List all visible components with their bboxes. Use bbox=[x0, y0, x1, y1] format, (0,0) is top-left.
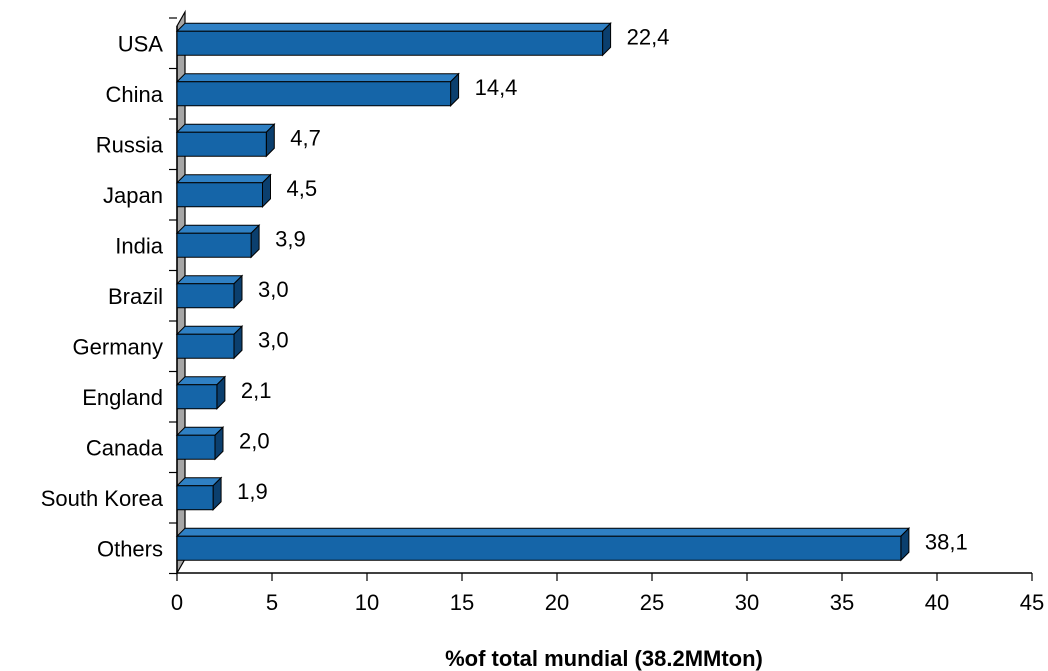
data-label: 14,4 bbox=[475, 75, 518, 100]
y-tick-label: England bbox=[82, 385, 163, 410]
bar-top-face bbox=[175, 73, 460, 83]
data-label: 3,9 bbox=[275, 226, 306, 251]
bar bbox=[176, 384, 218, 410]
x-tick-label: 40 bbox=[925, 590, 949, 615]
data-label: 1,9 bbox=[237, 479, 268, 504]
y-tick-label: South Korea bbox=[41, 486, 164, 511]
y-tick-label: Japan bbox=[103, 183, 163, 208]
x-tick-label: 20 bbox=[545, 590, 569, 615]
bar-top-face bbox=[175, 325, 244, 335]
bar bbox=[176, 81, 452, 107]
y-tick-label: China bbox=[106, 82, 164, 107]
x-tick-label: 45 bbox=[1020, 590, 1044, 615]
x-tick-label: 35 bbox=[830, 590, 854, 615]
data-label: 38,1 bbox=[925, 529, 968, 554]
y-tick-label: Germany bbox=[73, 334, 163, 359]
data-label: 2,1 bbox=[241, 378, 272, 403]
bar-top-face bbox=[175, 174, 272, 184]
y-tick-label: India bbox=[115, 233, 163, 258]
bar-top-face bbox=[175, 123, 276, 133]
x-axis-label: %of total mundial (38.2MMton) bbox=[445, 646, 763, 671]
bar bbox=[176, 283, 235, 309]
bar bbox=[176, 182, 263, 208]
bars bbox=[175, 22, 911, 562]
x-tick-label: 5 bbox=[266, 590, 278, 615]
x-tick-label: 25 bbox=[640, 590, 664, 615]
labels: 0 5 10 15 20 25 30 35 40 45 USA 22,4 China 14,4 Russia… bbox=[41, 24, 1045, 615]
bar bbox=[176, 535, 902, 561]
bar bbox=[176, 434, 216, 460]
y-tick-label: Canada bbox=[86, 435, 164, 460]
data-label: 4,5 bbox=[287, 176, 318, 201]
x-tick-label: 0 bbox=[171, 590, 183, 615]
data-label: 22,4 bbox=[627, 24, 670, 49]
bar bbox=[176, 485, 214, 511]
bar bbox=[176, 30, 604, 56]
y-tick-label: Others bbox=[97, 536, 163, 561]
x-tick-label: 15 bbox=[450, 590, 474, 615]
data-label: 3,0 bbox=[258, 277, 289, 302]
bar bbox=[176, 333, 235, 359]
y-tick-label: Russia bbox=[96, 132, 164, 157]
bar bbox=[176, 131, 267, 157]
bar bbox=[176, 232, 252, 258]
bar-top-face bbox=[175, 275, 244, 285]
bar-top-face bbox=[175, 224, 261, 234]
x-tick-label: 10 bbox=[355, 590, 379, 615]
bar-top-face bbox=[175, 22, 612, 32]
data-label: 4,7 bbox=[290, 125, 321, 150]
bar-top-face bbox=[175, 527, 911, 537]
data-label: 3,0 bbox=[258, 327, 289, 352]
y-tick-label: USA bbox=[118, 31, 164, 56]
x-tick-label: 30 bbox=[735, 590, 759, 615]
y-tick-label: Brazil bbox=[108, 284, 163, 309]
data-label: 2,0 bbox=[239, 428, 270, 453]
